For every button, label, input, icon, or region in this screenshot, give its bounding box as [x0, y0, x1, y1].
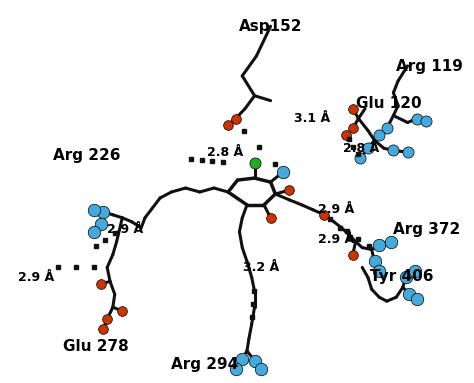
Text: Tyr 406: Tyr 406: [370, 269, 433, 285]
Text: 2.9 Å: 2.9 Å: [18, 271, 55, 284]
Text: Asp152: Asp152: [239, 19, 302, 34]
Text: Glu 120: Glu 120: [356, 96, 421, 111]
Text: 2.9 Å: 2.9 Å: [318, 203, 354, 216]
Text: Arg 294: Arg 294: [171, 357, 238, 372]
Text: Arg 372: Arg 372: [393, 222, 461, 237]
Text: Arg 119: Arg 119: [396, 59, 463, 74]
Text: Arg 226: Arg 226: [54, 148, 121, 163]
Text: 3.1 Å: 3.1 Å: [294, 112, 330, 125]
Text: Glu 278: Glu 278: [63, 339, 128, 354]
Text: 2.8 Å: 2.8 Å: [343, 142, 380, 155]
Text: 3.2 Å: 3.2 Å: [243, 261, 280, 274]
Text: 2.8 Å: 2.8 Å: [207, 146, 244, 159]
Text: 2.9 Å: 2.9 Å: [107, 223, 144, 236]
Text: 2.9 Å: 2.9 Å: [318, 233, 354, 246]
